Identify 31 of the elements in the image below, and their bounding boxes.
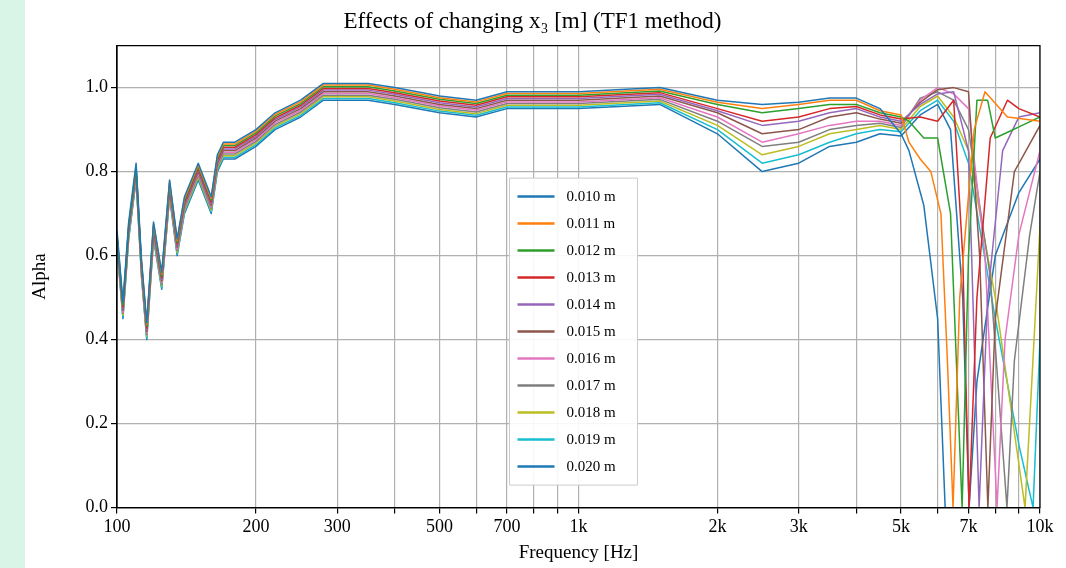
- y-tick-label: 0.6: [85, 244, 108, 265]
- x-tick-label: 2k: [708, 516, 727, 537]
- y-tick-label: 0.8: [85, 160, 108, 181]
- chart-title: Effects of changing x₃ [m] (TF1 method): [343, 7, 722, 33]
- legend-label: 0.020 m: [566, 457, 616, 474]
- x-tick-label: 700: [493, 516, 521, 537]
- legend-label: 0.016 m: [566, 349, 616, 366]
- x-tick-label: 100: [103, 516, 131, 537]
- x-tick-label: 300: [323, 516, 351, 537]
- legend-label: 0.012 m: [566, 241, 616, 258]
- x-tick-label: 5k: [892, 516, 911, 537]
- x-tick-label: 500: [426, 516, 454, 537]
- x-tick-label: 200: [242, 516, 270, 537]
- y-axis-title: Alpha: [28, 252, 50, 300]
- x-tick-label: 1k: [569, 516, 588, 537]
- legend-label: 0.019 m: [566, 430, 616, 447]
- legend-label: 0.018 m: [566, 403, 616, 420]
- legend-label: 0.015 m: [566, 322, 616, 339]
- legend-label: 0.014 m: [566, 295, 616, 312]
- x-tick-label: 10k: [1026, 516, 1054, 537]
- x-tick-label: 3k: [789, 516, 808, 537]
- legend-label: 0.013 m: [566, 268, 616, 285]
- legend-label: 0.010 m: [566, 187, 616, 204]
- x-axis-title: Frequency [Hz]: [518, 540, 639, 562]
- y-tick-label: 0.2: [85, 412, 108, 433]
- y-tick-label: 0.0: [85, 496, 108, 517]
- y-tick-label: 1.0: [85, 76, 108, 97]
- legend-label: 0.017 m: [566, 376, 616, 393]
- x-tick-label: 7k: [959, 516, 978, 537]
- legend-label: 0.011 m: [566, 214, 616, 231]
- y-tick-label: 0.4: [85, 328, 108, 349]
